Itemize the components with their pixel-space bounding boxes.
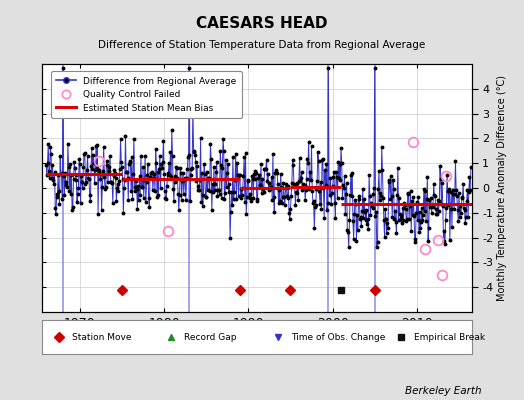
Text: Difference of Station Temperature Data from Regional Average: Difference of Station Temperature Data f… (99, 40, 425, 50)
Text: Empirical Break: Empirical Break (413, 332, 485, 342)
Text: Berkeley Earth: Berkeley Earth (406, 386, 482, 396)
Y-axis label: Monthly Temperature Anomaly Difference (°C): Monthly Temperature Anomaly Difference (… (497, 75, 507, 301)
Legend: Difference from Regional Average, Quality Control Failed, Estimated Station Mean: Difference from Regional Average, Qualit… (51, 71, 242, 118)
Text: Station Move: Station Move (72, 332, 132, 342)
Text: Record Gap: Record Gap (184, 332, 236, 342)
Text: CAESARS HEAD: CAESARS HEAD (196, 16, 328, 31)
Text: Time of Obs. Change: Time of Obs. Change (291, 332, 386, 342)
